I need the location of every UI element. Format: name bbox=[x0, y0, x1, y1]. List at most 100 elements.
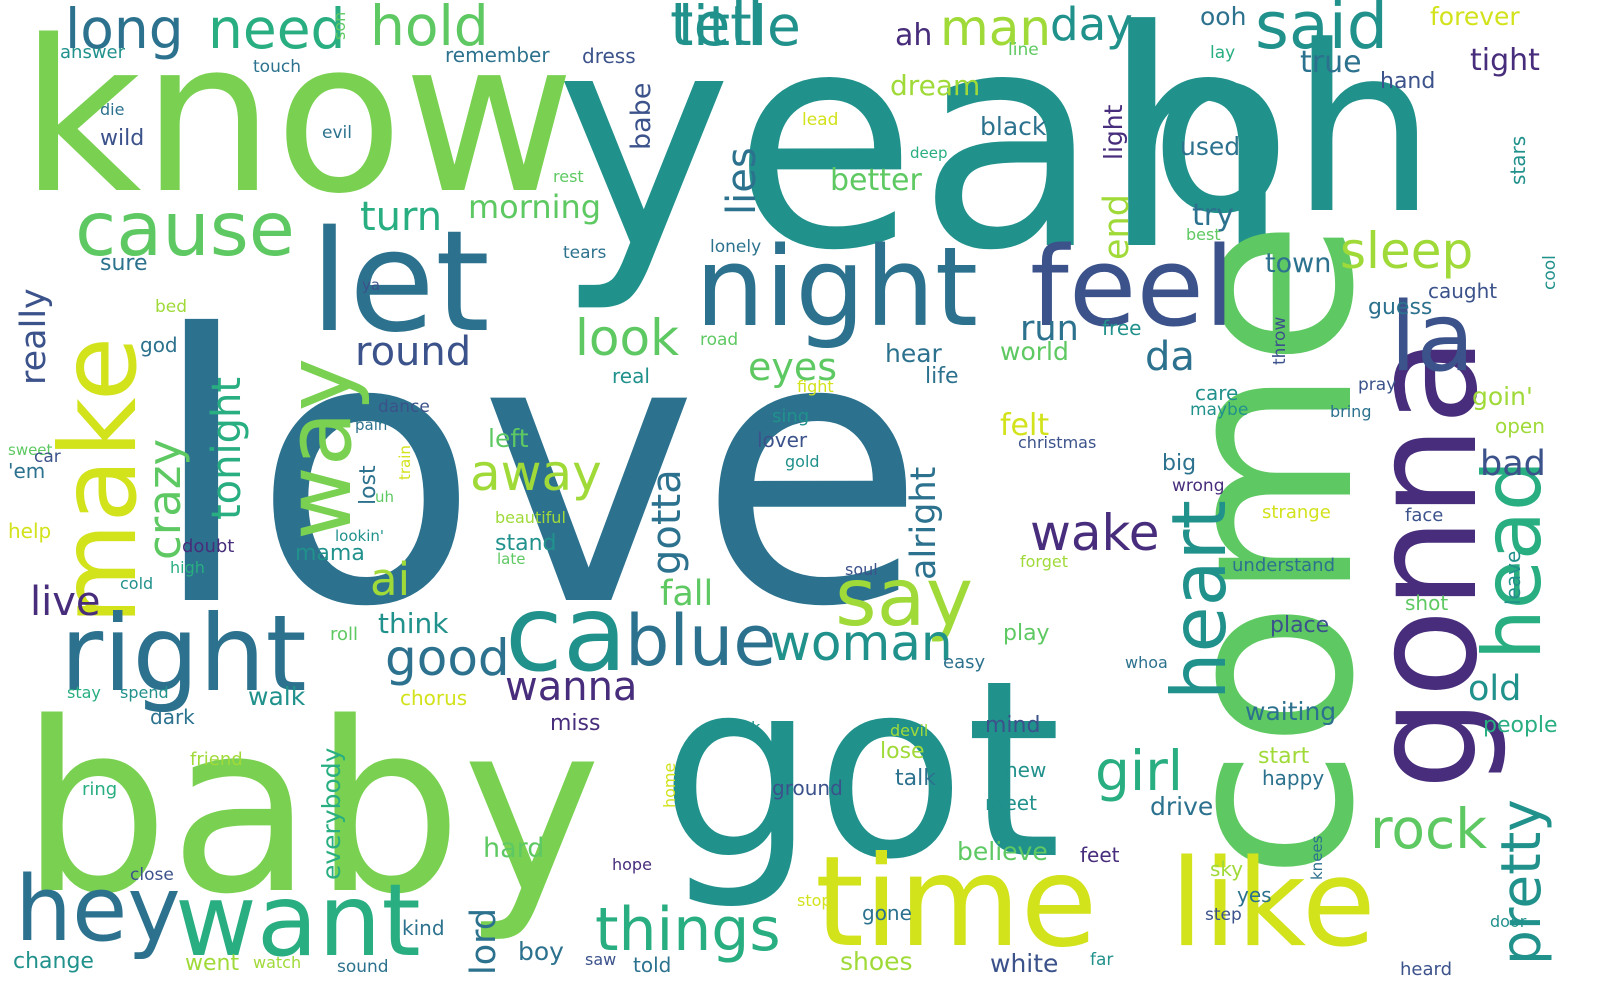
word-117: pain bbox=[355, 416, 387, 434]
word-157: miss bbox=[550, 711, 600, 736]
word-127: lost bbox=[356, 465, 381, 505]
word-190: change bbox=[13, 949, 94, 974]
word-13: make bbox=[38, 337, 160, 625]
word-74: try bbox=[1192, 198, 1234, 233]
word-26: tell bbox=[670, 0, 764, 60]
word-173: ground bbox=[772, 776, 843, 800]
word-198: far bbox=[1090, 950, 1113, 970]
word-42: good bbox=[385, 629, 510, 687]
word-64: ah bbox=[895, 18, 932, 53]
word-29: need bbox=[208, 0, 345, 61]
word-85: evil bbox=[322, 123, 352, 143]
word-128: train bbox=[396, 445, 414, 480]
word-35: woman bbox=[770, 614, 953, 672]
word-2: oh bbox=[1150, 0, 1437, 265]
word-62: bad bbox=[1480, 444, 1546, 484]
word-88: babe bbox=[626, 83, 657, 150]
word-123: sweet bbox=[8, 441, 53, 459]
word-22: heart bbox=[1155, 500, 1243, 700]
word-137: lookin' bbox=[335, 527, 384, 545]
word-188: boy bbox=[518, 937, 564, 966]
word-31: man bbox=[940, 0, 1051, 57]
word-27: little bbox=[678, 0, 801, 58]
word-30: long bbox=[65, 0, 184, 61]
word-194: saw bbox=[585, 950, 616, 969]
word-158: waiting bbox=[1245, 697, 1336, 726]
word-143: mama bbox=[295, 541, 365, 566]
word-56: live bbox=[30, 579, 101, 625]
word-92: lonely bbox=[710, 237, 761, 257]
word-172: home bbox=[660, 763, 679, 808]
word-50: lies bbox=[719, 147, 765, 215]
word-129: uh bbox=[375, 488, 394, 506]
word-176: believe bbox=[957, 837, 1048, 866]
word-99: road bbox=[700, 330, 738, 350]
word-68: tight bbox=[1470, 43, 1540, 78]
word-36: girl bbox=[1095, 739, 1183, 803]
word-115: dance bbox=[378, 397, 430, 417]
word-23: head bbox=[1466, 460, 1559, 660]
word-184: stop bbox=[797, 891, 832, 910]
word-135: doubt bbox=[182, 536, 234, 557]
word-124: 'em bbox=[8, 459, 45, 483]
word-141: understand bbox=[1232, 555, 1335, 576]
word-169: talk bbox=[895, 766, 936, 791]
word-133: strange bbox=[1262, 502, 1331, 523]
word-118: felt bbox=[1000, 408, 1049, 443]
word-58: gotta bbox=[644, 469, 690, 575]
word-145: forget bbox=[1020, 552, 1068, 571]
word-11: night bbox=[695, 223, 978, 351]
word-156: chorus bbox=[400, 686, 467, 710]
word-38: pretty bbox=[1489, 799, 1553, 965]
word-17: way bbox=[267, 358, 372, 540]
word-57: really bbox=[14, 288, 54, 385]
word-96: ya bbox=[362, 276, 380, 294]
word-32: day bbox=[1050, 0, 1133, 51]
word-21: la bbox=[1390, 283, 1475, 393]
word-41: away bbox=[470, 444, 602, 502]
word-87: deep bbox=[910, 144, 948, 162]
word-140: high bbox=[170, 558, 205, 577]
word-168: friend bbox=[190, 749, 243, 770]
word-48: morning bbox=[468, 188, 601, 226]
word-167: happy bbox=[1262, 766, 1324, 790]
word-44: crazy bbox=[138, 439, 191, 560]
word-71: black bbox=[980, 112, 1047, 141]
word-25: said bbox=[1255, 0, 1388, 64]
word-138: late bbox=[497, 550, 525, 568]
word-47: turn bbox=[360, 194, 442, 240]
word-126: left bbox=[488, 424, 529, 453]
word-100: free bbox=[1102, 316, 1141, 340]
word-119: christmas bbox=[1018, 433, 1096, 452]
word-122: big bbox=[1162, 451, 1196, 476]
word-72: light bbox=[1099, 104, 1128, 160]
word-80: touch bbox=[253, 57, 301, 77]
word-179: close bbox=[130, 865, 174, 885]
word-180: hope bbox=[612, 855, 652, 874]
word-59: alright bbox=[904, 467, 944, 580]
word-89: rest bbox=[553, 167, 584, 186]
word-111: maybe bbox=[1190, 400, 1248, 420]
word-186: step bbox=[1205, 905, 1242, 925]
word-4: baby bbox=[20, 673, 601, 946]
word-113: goin' bbox=[1472, 382, 1533, 411]
word-147: shot bbox=[1405, 591, 1448, 615]
word-75: town bbox=[1265, 248, 1331, 279]
word-9: like bbox=[1170, 835, 1376, 974]
word-166: start bbox=[1258, 744, 1310, 769]
word-77: remember bbox=[445, 43, 550, 67]
word-60: fall bbox=[660, 574, 713, 614]
word-39: things bbox=[595, 895, 781, 965]
word-146: think bbox=[378, 607, 449, 640]
word-103: life bbox=[925, 364, 959, 389]
word-55: ai bbox=[370, 553, 410, 606]
word-6: come bbox=[1127, 220, 1407, 880]
word-15: want bbox=[175, 862, 421, 979]
word-125: car bbox=[34, 447, 61, 467]
word-70: hand bbox=[1380, 69, 1435, 94]
word-149: play bbox=[1003, 621, 1050, 646]
word-37: rock bbox=[1370, 797, 1487, 861]
word-94: cool bbox=[1540, 255, 1560, 290]
word-109: fight bbox=[797, 377, 834, 396]
word-105: guess bbox=[1368, 295, 1432, 320]
